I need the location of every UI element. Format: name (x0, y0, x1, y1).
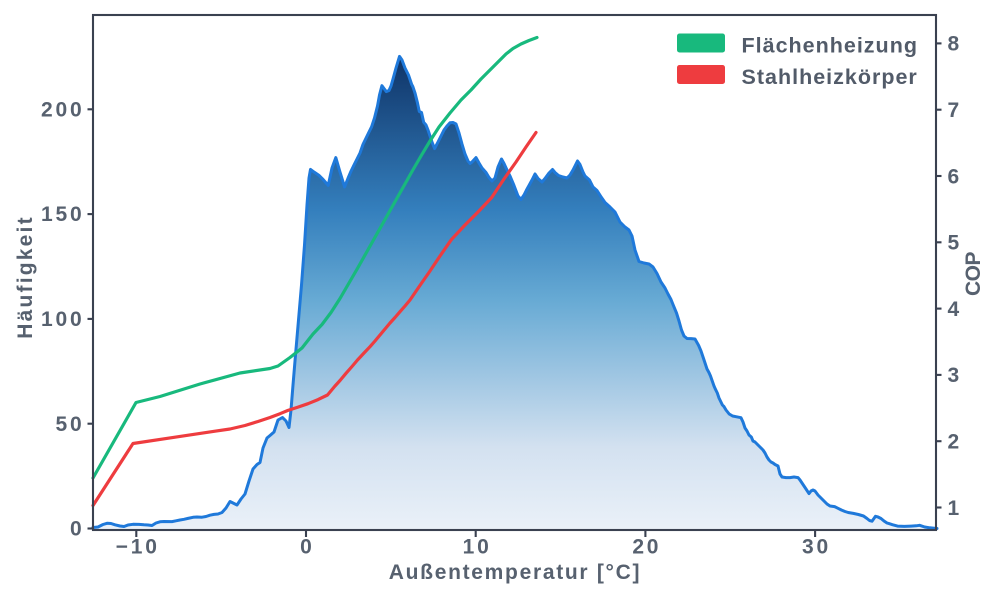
svg-text:200: 200 (41, 98, 84, 121)
svg-text:Außentemperatur [°C]: Außentemperatur [°C] (389, 561, 641, 584)
svg-text:6: 6 (948, 165, 962, 188)
svg-text:8: 8 (948, 33, 962, 56)
svg-text:4: 4 (948, 298, 962, 321)
svg-text:150: 150 (41, 203, 84, 226)
svg-text:0: 0 (70, 518, 84, 541)
svg-text:5: 5 (948, 232, 962, 255)
svg-text:2: 2 (948, 431, 962, 454)
svg-text:3: 3 (948, 364, 962, 387)
svg-text:7: 7 (948, 99, 962, 122)
svg-text:Stahlheizkörper: Stahlheizkörper (742, 65, 918, 89)
svg-text:30: 30 (802, 536, 831, 559)
svg-text:−10: −10 (116, 536, 160, 559)
svg-text:1: 1 (948, 497, 962, 520)
svg-text:100: 100 (41, 308, 84, 331)
svg-text:COP: COP (962, 252, 985, 297)
svg-text:50: 50 (56, 413, 85, 436)
svg-text:Häufigkeit: Häufigkeit (14, 215, 37, 339)
svg-text:0: 0 (300, 536, 314, 559)
svg-text:20: 20 (632, 536, 661, 559)
svg-text:10: 10 (463, 536, 492, 559)
svg-text:Flächenheizung: Flächenheizung (742, 34, 918, 58)
